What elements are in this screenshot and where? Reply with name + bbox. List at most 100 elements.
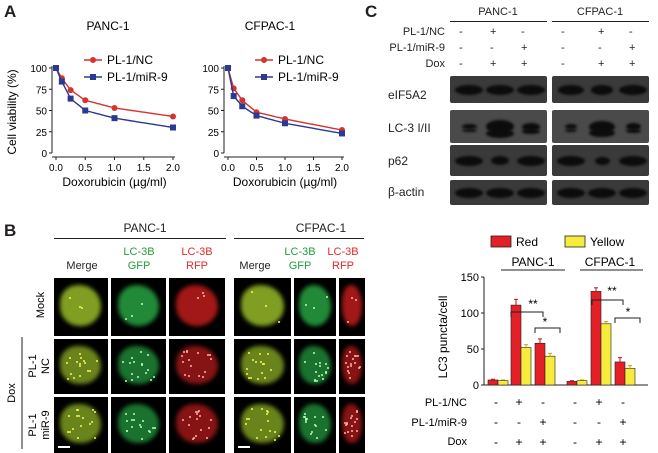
micro-group-cfpac1: CFPAC-1: [295, 221, 347, 235]
puncta: [354, 298, 357, 301]
puncta: [347, 365, 350, 368]
micro-cell: [240, 403, 284, 443]
x-tick-label: 1.0: [278, 163, 292, 174]
micro-cell: [342, 403, 362, 443]
puncta: [141, 364, 144, 367]
row-mock: Mock: [35, 291, 47, 318]
blot-sign: -: [459, 58, 463, 70]
data-point: [82, 107, 89, 114]
puncta: [196, 297, 199, 300]
micro-tile: [54, 278, 108, 336]
bar-panel: Red Yellow PANC-1 CFPAC-1 LC3 puncta/cel…: [411, 235, 648, 449]
puncta: [130, 357, 133, 360]
puncta: [356, 429, 359, 432]
puncta: [322, 416, 325, 419]
blot-group-line-panc1: [450, 21, 547, 22]
puncta: [305, 303, 308, 306]
blot-group-line-cfpac1: [552, 21, 649, 22]
y-tick-label: 0: [213, 149, 219, 160]
blot-band: [455, 155, 483, 166]
puncta: [304, 412, 307, 415]
puncta: [259, 353, 262, 356]
puncta: [318, 361, 321, 364]
puncta: [206, 354, 209, 357]
puncta: [314, 415, 317, 418]
bar-ylabel: LC3 puncta/cell: [436, 296, 450, 379]
puncta: [248, 376, 251, 379]
blot-band: [625, 123, 641, 130]
puncta: [67, 414, 70, 417]
puncta: [344, 361, 347, 364]
blot-band: [486, 187, 514, 198]
puncta: [126, 430, 129, 433]
micro-cell: [175, 345, 218, 385]
puncta: [249, 377, 252, 380]
puncta: [75, 415, 78, 418]
data-point: [170, 124, 176, 131]
micro-tile: [294, 339, 336, 394]
puncta: [310, 433, 313, 436]
puncta: [318, 375, 321, 378]
puncta: [82, 359, 85, 362]
puncta: [260, 372, 263, 375]
x-tick-label: 0.5: [78, 163, 92, 174]
puncta: [199, 414, 202, 417]
puncta: [150, 379, 153, 382]
data-point: [111, 115, 118, 122]
puncta: [92, 409, 95, 412]
bar-sign: -: [494, 415, 498, 429]
blot-sign: +: [598, 26, 605, 38]
puncta: [245, 423, 248, 426]
blot-band: [455, 84, 483, 95]
bar-y-tick-label: 0: [473, 380, 479, 392]
puncta: [264, 305, 267, 308]
puncta: [72, 376, 75, 379]
sig-panc1-1: **: [528, 297, 538, 311]
data-point: [239, 97, 246, 104]
puncta: [131, 314, 134, 317]
blot-band: [564, 124, 578, 129]
puncta: [152, 376, 155, 379]
puncta: [184, 373, 187, 376]
puncta: [326, 295, 329, 298]
puncta: [302, 415, 305, 418]
blot-group-panc1: PANC-1: [478, 6, 518, 18]
micro-tile: [339, 278, 365, 336]
puncta: [266, 419, 269, 422]
data-point: [339, 130, 345, 137]
puncta: [124, 412, 127, 415]
puncta: [251, 359, 254, 362]
puncta: [198, 409, 201, 412]
micro-tile: [234, 278, 291, 336]
blot-sign: +: [490, 26, 497, 38]
blot-band: [522, 128, 540, 135]
panel-a-ylabel: Cell viability (%): [5, 69, 19, 154]
puncta: [261, 408, 264, 411]
puncta: [79, 363, 82, 366]
puncta: [344, 432, 347, 435]
puncta: [148, 429, 151, 432]
puncta: [195, 413, 198, 416]
col-gfp-cf-line1: LC-3B: [284, 246, 316, 258]
puncta: [79, 352, 82, 355]
puncta: [69, 356, 72, 359]
bar-sign: -: [573, 415, 577, 429]
blot-row-label-dox: Dox: [425, 58, 445, 70]
blot-band: [619, 187, 647, 198]
blot-band: [455, 187, 483, 198]
puncta: [187, 358, 190, 361]
bar-sign: -: [517, 415, 521, 429]
puncta: [130, 378, 133, 381]
panel-a-charts: Cell viability (%) PANC-1 0 25 50 75 100 0.0 0.…: [5, 19, 349, 189]
y-tick-label: 75: [208, 85, 220, 96]
blot-row-label-nc: PL-1/NC: [402, 26, 445, 38]
micro-tile: [234, 339, 291, 394]
blot-band: [594, 156, 610, 165]
puncta: [274, 431, 277, 434]
chart-panc1: PANC-1 0 25 50 75 100 0.0 0.5 1.0 1.5 2.0Doxorubic…: [30, 19, 180, 189]
puncta: [351, 434, 354, 437]
puncta: [251, 408, 254, 411]
puncta: [312, 307, 315, 310]
puncta: [303, 416, 306, 419]
bar-sign: -: [597, 415, 601, 429]
